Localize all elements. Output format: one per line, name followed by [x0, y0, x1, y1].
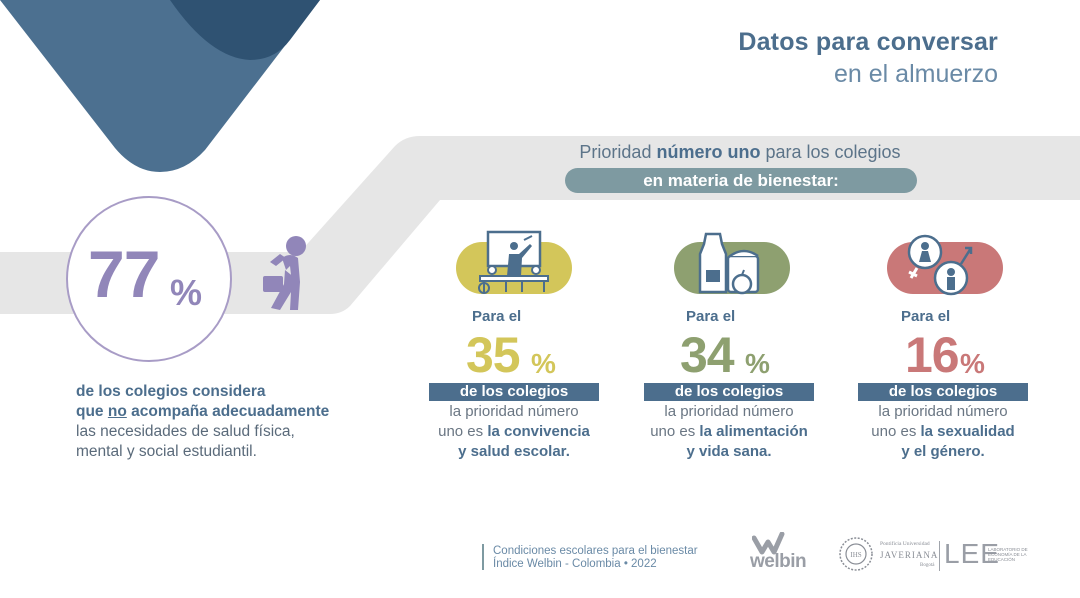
- stat-percent: %: [745, 348, 770, 379]
- stat-number: 35: [466, 327, 521, 383]
- priority-heading-pre: Prioridad: [579, 142, 657, 162]
- priority-heading: Prioridad número uno para los colegios: [540, 142, 940, 163]
- stat-desc-line3: y salud escolar.: [458, 443, 570, 460]
- dark-wedge: [170, 0, 320, 60]
- stat-desc-line2-pre: uno es: [871, 423, 921, 440]
- lee-logo-text: LEE: [944, 538, 1000, 569]
- priority-heading-post: para los colegios: [760, 142, 901, 162]
- stat-desc-line2: uno es la sexualidad: [843, 422, 1043, 442]
- svg-text:IHS: IHS: [850, 551, 861, 559]
- stat-desc-line1: la prioridad número: [878, 403, 1008, 420]
- main-stat-description: de los colegios considera que no acompañ…: [76, 382, 376, 462]
- stat-percent: %: [531, 348, 556, 379]
- logo-divider: [939, 541, 940, 571]
- main-stat-percent: %: [170, 272, 203, 313]
- food-icon: [674, 232, 790, 295]
- stat-desc-line3: y el género.: [901, 443, 985, 460]
- stat-number: 34: [680, 327, 735, 383]
- stat-desc-line2-bold: la alimentación: [699, 423, 808, 440]
- javeriana-seal-icon: IHS: [839, 537, 873, 571]
- gender-icon: [887, 234, 1003, 296]
- stat-description: la prioridad número uno es la alimentaci…: [629, 402, 829, 462]
- welbin-logo-text: welbin: [750, 551, 807, 572]
- stat-para-label: Para el: [686, 308, 736, 325]
- stat-desc-line2-pre: uno es: [438, 423, 488, 440]
- student-walking-icon: [263, 236, 306, 310]
- page-title: Datos para conversar: [738, 28, 998, 56]
- main-stat-line2-pre: que: [76, 403, 108, 420]
- main-stat-line2: que no acompaña adecuadamente: [76, 402, 376, 422]
- stat-desc-line1: la prioridad número: [664, 403, 794, 420]
- stat-desc-line2-pre: uno es: [650, 423, 700, 440]
- stat-para-label: Para el: [901, 308, 951, 325]
- stat-description: la prioridad número uno es la sexualidad…: [843, 402, 1043, 462]
- lee-subtitle: LABORATORIO DE ECONOMÍA DE LA EDUCACIÓN: [988, 547, 1028, 562]
- classroom-icon: [456, 230, 572, 294]
- main-stat-line1: de los colegios considera: [76, 383, 266, 400]
- stat-number: 16: [905, 327, 960, 383]
- priority-heading-bold: número uno: [656, 142, 761, 162]
- main-stat-line4: mental y social estudiantil.: [76, 443, 257, 460]
- stat-band: de los colegios: [429, 383, 599, 401]
- footer-line1: Condiciones escolares para el bienestar: [493, 545, 698, 557]
- stat-para-label: Para el: [472, 308, 522, 325]
- priority-pill: en materia de bienestar:: [565, 168, 917, 193]
- main-stat-line3: las necesidades de salud física,: [76, 423, 295, 440]
- main-stat-circle: [66, 196, 232, 362]
- javeriana-text: JAVERIANA: [880, 550, 939, 560]
- stat-desc-line1: la prioridad número: [449, 403, 579, 420]
- main-stat-line2-post: acompaña adecuadamente: [126, 403, 330, 420]
- javeriana-small-text: Pontificia Universidad: [880, 541, 930, 547]
- stat-band: de los colegios: [858, 383, 1028, 401]
- stat-band: de los colegios: [644, 383, 814, 401]
- page-subtitle: en el almuerzo: [834, 60, 998, 88]
- main-stat-number: 77: [88, 237, 160, 311]
- stat-percent: %: [960, 348, 985, 379]
- main-stat-line2-underline: no: [107, 403, 127, 420]
- stat-desc-line2: uno es la alimentación: [629, 422, 829, 442]
- stat-desc-line2-bold: la convivencia: [487, 423, 590, 440]
- stat-description: la prioridad número uno es la convivenci…: [414, 402, 614, 462]
- stat-desc-line3: y vida sana.: [686, 443, 772, 460]
- stat-desc-line2-bold: la sexualidad: [920, 423, 1015, 440]
- footer-line2: Índice Welbin - Colombia • 2022: [493, 558, 657, 570]
- javeriana-city: Bogotá: [920, 563, 935, 568]
- welbin-logo-icon: [752, 532, 785, 555]
- footer-divider: [482, 544, 484, 570]
- stat-desc-line2: uno es la convivencia: [414, 422, 614, 442]
